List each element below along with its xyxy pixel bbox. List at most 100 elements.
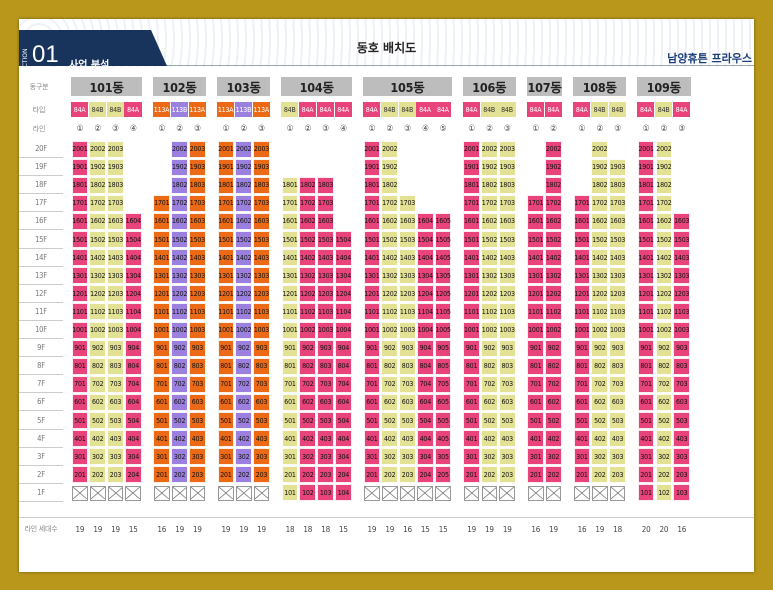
unit-cell: 1302 — [381, 267, 399, 285]
unit-cell: 903 — [189, 339, 206, 357]
line-unit-count: 16 — [403, 524, 412, 534]
unit-type-label: 84A — [71, 102, 89, 117]
unit-cell: 1204 — [416, 285, 434, 303]
unit-cell: 1802 — [381, 176, 399, 194]
unit-cell: 302 — [235, 448, 253, 466]
unit-cell: 601 — [281, 393, 299, 411]
unit-type-label: 84A — [544, 102, 562, 117]
unit-cell: 1602 — [235, 212, 253, 230]
floor-label: 14F — [19, 249, 63, 267]
unit-cell: 1402 — [481, 249, 498, 267]
unit-cell: 1603 — [399, 212, 416, 230]
unit-cell: 1502 — [545, 231, 562, 249]
unit-cell: 804 — [416, 357, 434, 375]
unit-cell: 802 — [171, 357, 188, 375]
unit-cell: 1903 — [253, 158, 270, 176]
unit-cell: 1401 — [281, 249, 299, 267]
unit-cell: 1801 — [71, 176, 89, 194]
unit-cell: 1102 — [655, 303, 673, 321]
line-number: ① — [222, 124, 230, 134]
unit-cell: 901 — [637, 339, 655, 357]
unit-cell: 702 — [545, 375, 562, 393]
unit-cell: 601 — [463, 393, 480, 411]
unit-cell: 1404 — [416, 249, 434, 267]
unit-cell: 1903 — [609, 158, 626, 176]
unit-cell: 1403 — [317, 249, 334, 267]
unit-cell: 203 — [498, 466, 516, 484]
unit-cell: 402 — [381, 430, 399, 448]
unit-type-label: 84A — [573, 102, 591, 117]
unit-cell: 405 — [434, 430, 452, 448]
unit-cell: 1203 — [399, 285, 416, 303]
unit-cell: 1104 — [416, 303, 434, 321]
line-number: ② — [660, 124, 668, 134]
unit-cell: 2002 — [381, 140, 399, 158]
unit-cell: 1702 — [299, 194, 317, 212]
unit-cell: 201 — [217, 466, 235, 484]
unit-cell: 903 — [399, 339, 416, 357]
unit-cell: 1803 — [253, 176, 270, 194]
unit-cell: 201 — [527, 466, 545, 484]
unit-cell: 1401 — [573, 249, 591, 267]
unit-cell: 1702 — [545, 194, 562, 212]
unit-cell: 1501 — [573, 231, 591, 249]
unit-type-label: 84A — [316, 102, 334, 117]
unit-cell: 1304 — [124, 267, 142, 285]
unit-type-label: 84B — [608, 102, 626, 117]
unit-cell: 601 — [153, 393, 171, 411]
unit-cell: 1201 — [527, 285, 545, 303]
unit-cell: 204 — [335, 466, 352, 484]
unit-cell: 1601 — [217, 212, 235, 230]
unit-cell: 202 — [171, 466, 188, 484]
unit-cell: 902 — [235, 339, 253, 357]
unit-cell: 203 — [609, 466, 626, 484]
unit-cell: 402 — [591, 430, 609, 448]
unit-cell: 1203 — [253, 285, 270, 303]
unit-cell: 1501 — [153, 231, 171, 249]
unit-cell: 803 — [673, 357, 691, 375]
unit-cell: 801 — [153, 357, 171, 375]
unit-cell: 1703 — [317, 194, 334, 212]
line-unit-count: 16 — [531, 524, 541, 534]
line-number: ③ — [614, 124, 621, 134]
line-number: ① — [286, 124, 294, 134]
unit-cell: 1503 — [609, 231, 626, 249]
unit-cell: 1303 — [189, 267, 206, 285]
empty-unit-cell — [435, 485, 451, 501]
unit-cell: 202 — [591, 466, 609, 484]
unit-cell: 805 — [434, 357, 452, 375]
line-number: ① — [578, 124, 586, 134]
unit-cell: 1604 — [416, 212, 434, 230]
line-number: ③ — [503, 124, 511, 134]
building-header: 106동 — [462, 77, 517, 96]
unit-cell: 404 — [416, 430, 434, 448]
unit-cell: 2001 — [217, 140, 235, 158]
unit-type-label: 84B — [380, 102, 399, 117]
unit-cell: 1202 — [235, 285, 253, 303]
unit-cell: 1501 — [71, 231, 89, 249]
unit-cell: 201 — [281, 466, 299, 484]
unit-cell: 1802 — [481, 176, 498, 194]
unit-cell: 602 — [89, 393, 107, 411]
unit-type-label: 84A — [298, 102, 317, 117]
layout-sheet: SECTION 01 사업 분석 동호 배치도 남양휴튼 프라우스 동구분 타입 라… — [19, 19, 754, 572]
unit-cell: 2002 — [89, 140, 107, 158]
empty-unit-cell — [253, 485, 270, 501]
unit-cell: 501 — [637, 412, 655, 430]
floor-label: 18F — [19, 176, 63, 195]
unit-cell: 1502 — [171, 231, 188, 249]
unit-cell: 2003 — [107, 140, 124, 158]
unit-cell: 1701 — [527, 194, 545, 212]
floor-label: 5F — [19, 412, 63, 430]
unit-cell: 201 — [153, 466, 171, 484]
unit-cell: 602 — [591, 393, 609, 411]
unit-cell: 1102 — [545, 303, 562, 321]
unit-cell: 1802 — [655, 176, 673, 194]
unit-cell: 2003 — [498, 140, 516, 158]
unit-cell: 302 — [171, 448, 188, 466]
empty-unit-cell — [481, 485, 498, 501]
unit-cell: 1203 — [107, 285, 124, 303]
empty-unit-cell — [89, 485, 106, 501]
unit-cell: 1202 — [89, 285, 107, 303]
unit-cell: 1302 — [545, 267, 562, 285]
